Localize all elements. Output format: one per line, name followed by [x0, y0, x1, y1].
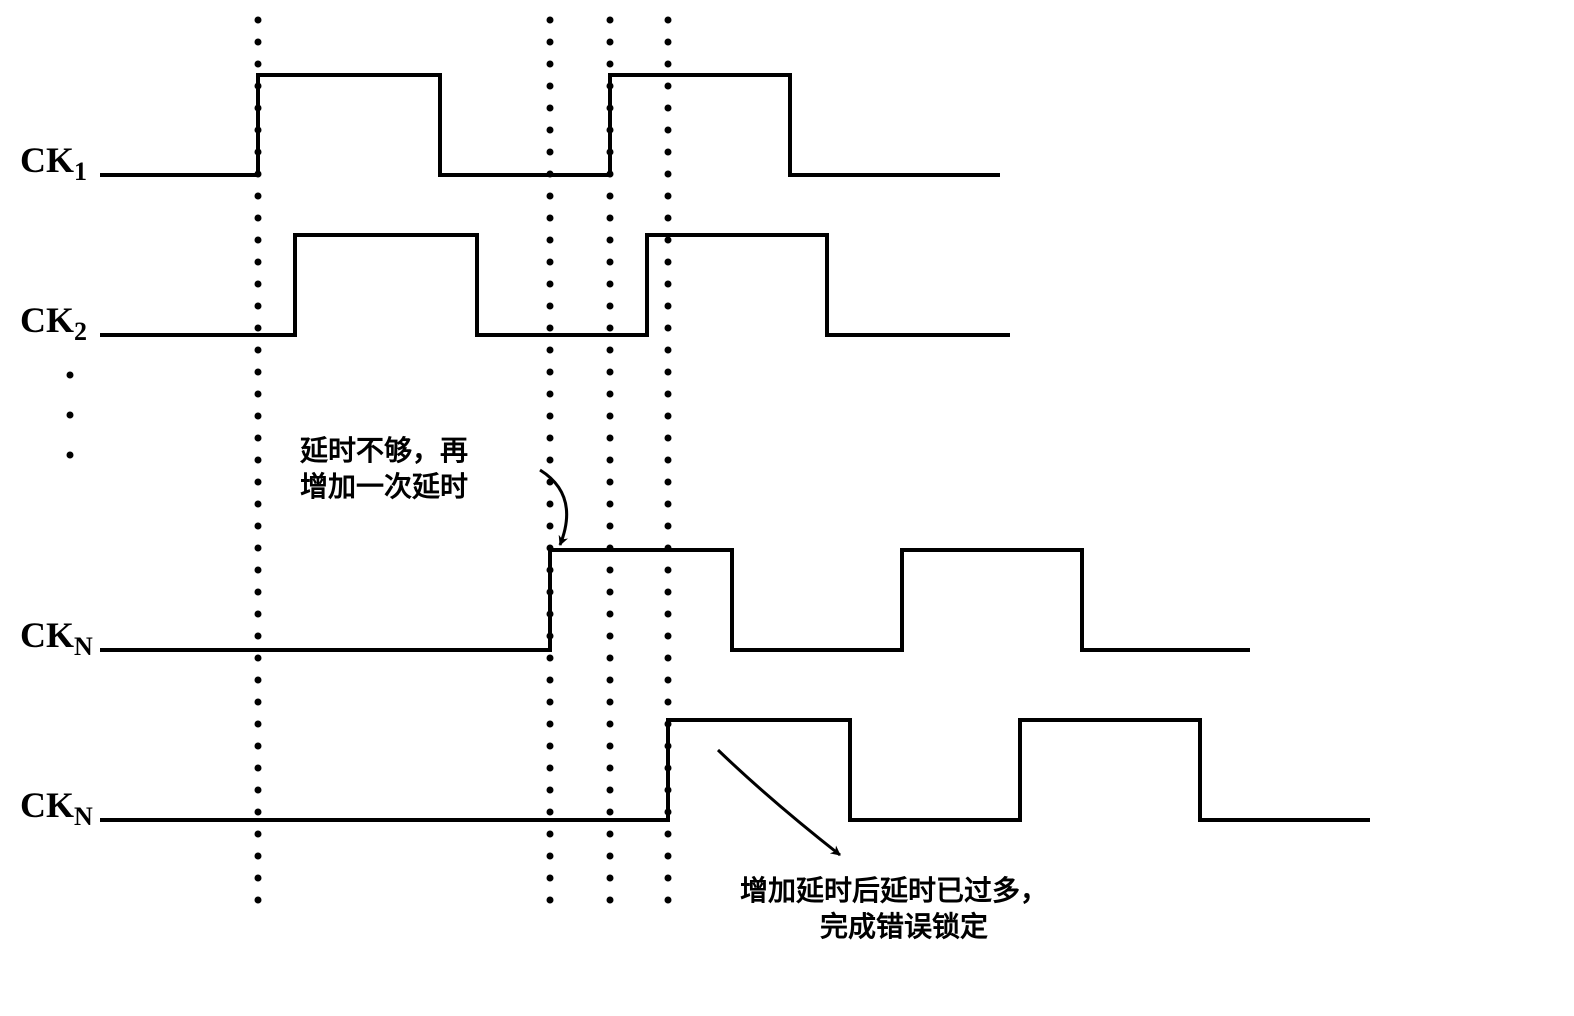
waveform — [100, 720, 1370, 820]
waveform — [100, 235, 1010, 335]
signal-label-prefix: CK — [20, 300, 74, 340]
annotation-text-line: 完成错误锁定 — [820, 910, 988, 942]
annotation-arrow — [540, 470, 567, 545]
signal-2: CK2 — [20, 235, 1010, 349]
annotation-text-line: 增加延时后延时已过多， — [740, 875, 1048, 906]
annotation-text-line: 延时不够，再 — [299, 435, 468, 466]
signal-label-subscript: N — [74, 632, 93, 661]
signal-label: CKN — [20, 614, 120, 664]
annotation-arrow — [718, 750, 840, 855]
signal-label-prefix: CK — [20, 140, 74, 180]
signal-1: CK1 — [20, 75, 1000, 189]
signal-4: CKN — [20, 720, 1370, 834]
signal-label: CK2 — [20, 299, 120, 349]
waveform — [100, 550, 1250, 650]
annot1: 延时不够，再增加一次延时 — [299, 435, 567, 545]
annotation-text-line: 增加一次延时 — [300, 471, 468, 502]
signal-label-prefix: CK — [20, 785, 74, 825]
signal-label-prefix: CK — [20, 615, 74, 655]
waveform — [100, 75, 1000, 175]
ellipsis-dots — [67, 372, 74, 459]
signal-3: CKN — [20, 550, 1250, 664]
signal-label-subscript: N — [74, 802, 93, 831]
vertical-dotted-line-2 — [547, 17, 554, 904]
signal-label-subscript: 1 — [74, 157, 87, 186]
annot2: 增加延时后延时已过多， 完成错误锁定 — [718, 750, 1048, 942]
signal-label: CK1 — [20, 139, 120, 189]
signal-label-subscript: 2 — [74, 317, 87, 346]
signal-label: CKN — [20, 784, 120, 834]
